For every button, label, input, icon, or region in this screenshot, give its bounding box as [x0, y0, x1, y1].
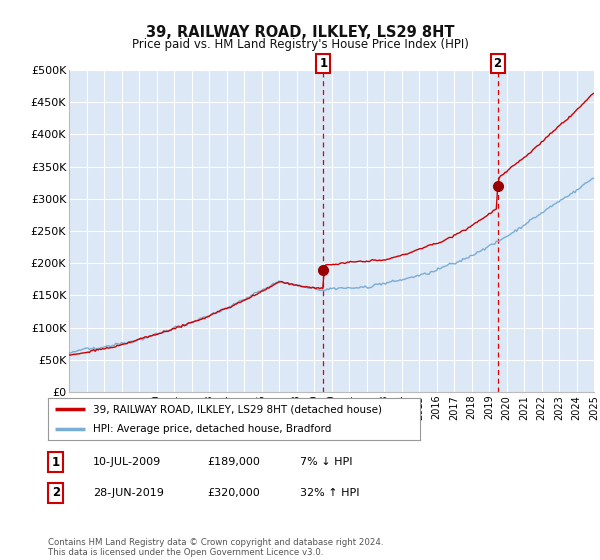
Text: 1: 1 [52, 455, 60, 469]
Text: 2: 2 [52, 486, 60, 500]
Text: 7% ↓ HPI: 7% ↓ HPI [300, 457, 353, 467]
Text: 28-JUN-2019: 28-JUN-2019 [93, 488, 164, 498]
Text: 10-JUL-2009: 10-JUL-2009 [93, 457, 161, 467]
Text: HPI: Average price, detached house, Bradford: HPI: Average price, detached house, Brad… [92, 424, 331, 434]
Text: 39, RAILWAY ROAD, ILKLEY, LS29 8HT: 39, RAILWAY ROAD, ILKLEY, LS29 8HT [146, 25, 454, 40]
Text: 1: 1 [319, 57, 328, 70]
Text: £189,000: £189,000 [207, 457, 260, 467]
Text: 2: 2 [494, 57, 502, 70]
Text: 39, RAILWAY ROAD, ILKLEY, LS29 8HT (detached house): 39, RAILWAY ROAD, ILKLEY, LS29 8HT (deta… [92, 404, 382, 414]
Text: Price paid vs. HM Land Registry's House Price Index (HPI): Price paid vs. HM Land Registry's House … [131, 38, 469, 51]
Text: 32% ↑ HPI: 32% ↑ HPI [300, 488, 359, 498]
Text: £320,000: £320,000 [207, 488, 260, 498]
Text: Contains HM Land Registry data © Crown copyright and database right 2024.
This d: Contains HM Land Registry data © Crown c… [48, 538, 383, 557]
